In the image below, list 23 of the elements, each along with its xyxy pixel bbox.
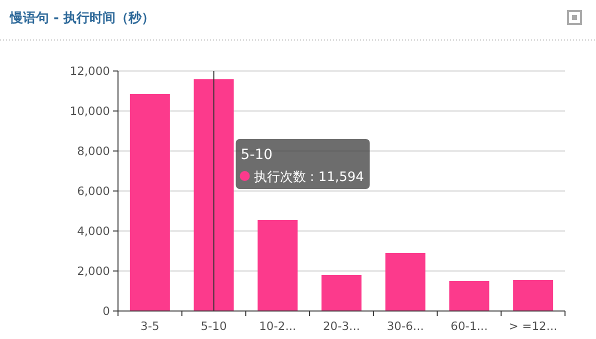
x-tick-label: 10-2... — [259, 319, 296, 333]
x-tick-label: 60-1... — [450, 319, 488, 333]
x-tick-label: 3-5 — [140, 319, 160, 333]
x-tick-label: > =12... — [508, 319, 558, 333]
y-tick-label: 0 — [102, 304, 110, 318]
y-tick-label: 10,000 — [70, 104, 110, 118]
y-tick-label: 2,000 — [77, 264, 110, 278]
chart-title: 慢语句 - 执行时间（秒） — [9, 11, 154, 26]
x-tick-label: 20-3... — [322, 319, 360, 333]
x-tick-label: 5-10 — [200, 319, 227, 333]
x-tick-label: 30-6... — [386, 319, 424, 333]
bar — [449, 281, 490, 311]
bar — [130, 94, 170, 311]
bar — [513, 280, 554, 311]
annotation: 5-10 执行次数 : 11,594 — [240, 147, 364, 185]
y-tick-label: 6,000 — [77, 184, 110, 198]
bar — [258, 220, 298, 311]
y-tick-label: 8,000 — [77, 144, 110, 158]
bar — [322, 275, 362, 311]
y-tick-label: 12,000 — [70, 64, 110, 78]
bar — [194, 79, 234, 311]
bar — [385, 253, 426, 311]
y-tick-label: 4,000 — [77, 224, 110, 238]
